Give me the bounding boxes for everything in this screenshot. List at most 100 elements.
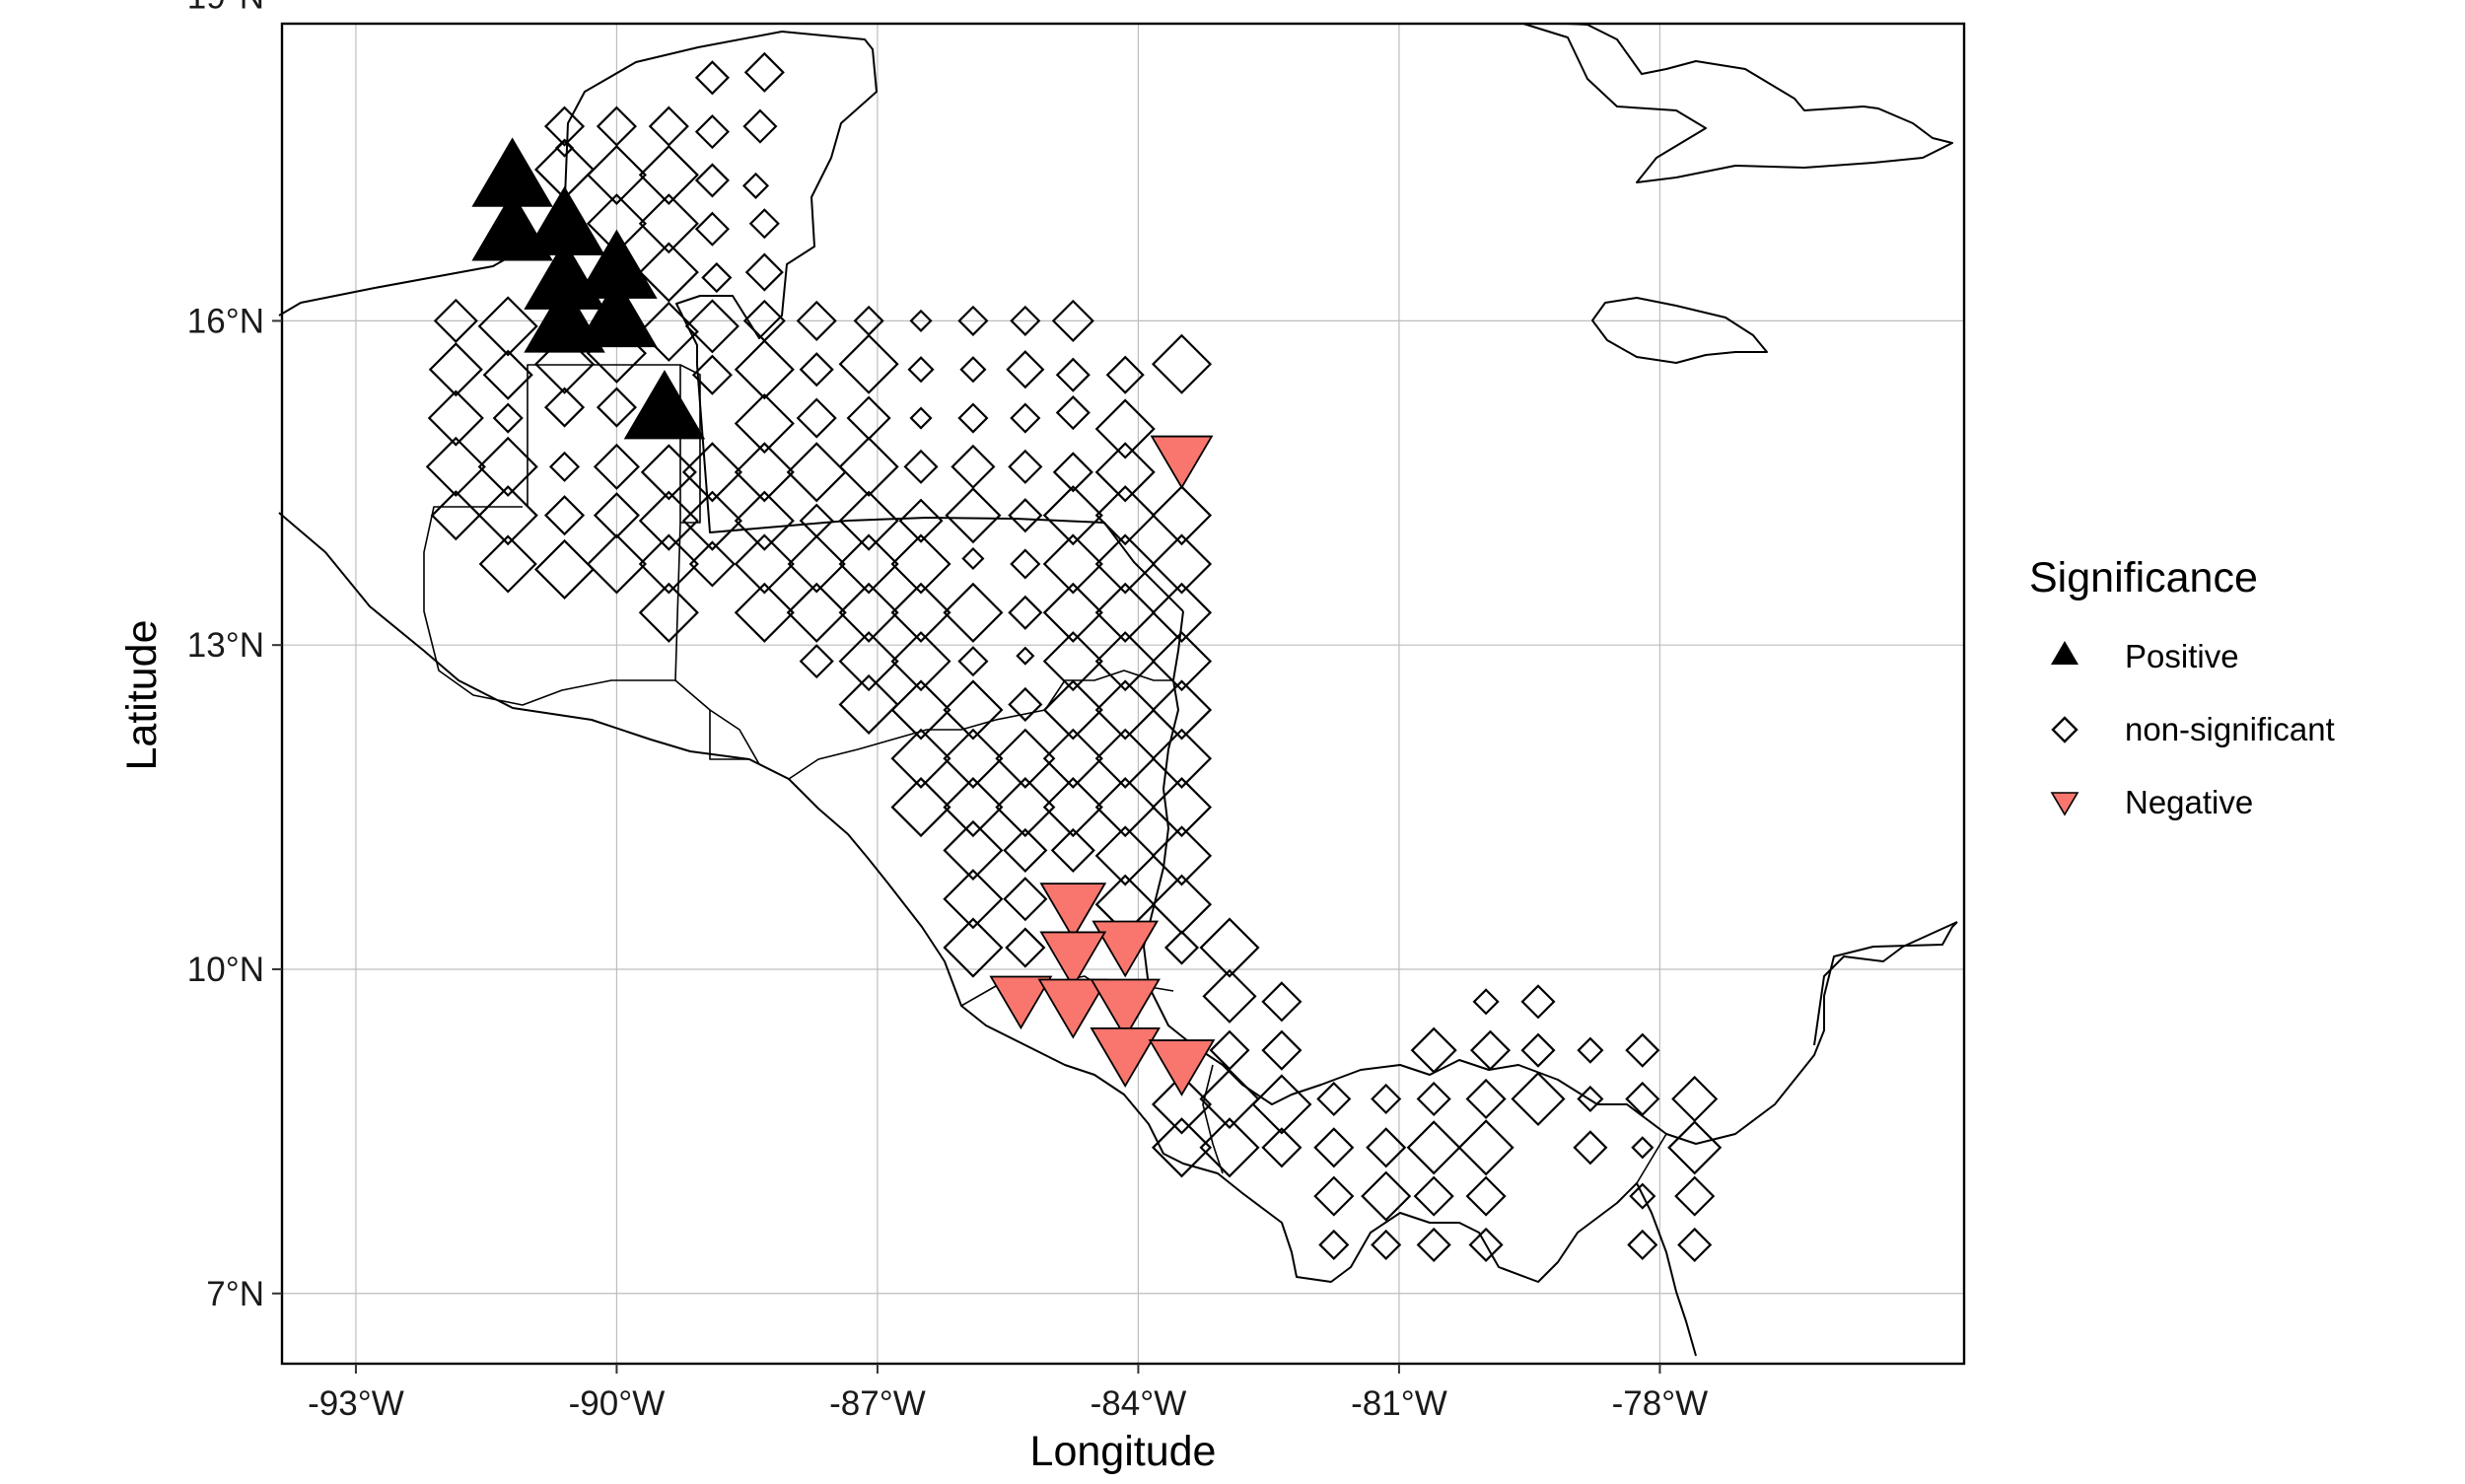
non-significant-point (943, 777, 1004, 838)
non-significant-point (734, 582, 795, 643)
non-significant-point (548, 451, 581, 482)
non-significant-point (890, 631, 951, 692)
non-significant-point (1366, 1127, 1407, 1168)
non-significant-point (1151, 777, 1213, 838)
non-significant-point (1151, 1074, 1213, 1135)
non-significant-point (838, 333, 899, 394)
non-significant-point (786, 582, 847, 643)
non-significant-point (1094, 631, 1156, 692)
non-significant-point (1469, 1029, 1512, 1071)
non-significant-point (1677, 1227, 1713, 1262)
non-significant-point (701, 261, 733, 294)
non-significant-point (533, 333, 596, 394)
non-significant-point (1151, 333, 1213, 394)
legend-label-non-significant: non-significant (2125, 711, 2335, 747)
non-significant-point (1511, 1071, 1566, 1127)
non-significant-point (638, 301, 699, 362)
non-significant-point (1010, 548, 1041, 580)
non-significant-point (1151, 582, 1213, 643)
non-significant-point (638, 533, 699, 595)
non-significant-point (638, 144, 699, 205)
non-significant-point (961, 546, 985, 571)
non-significant-point (903, 449, 939, 484)
non-significant-point (1151, 533, 1213, 595)
negative-point (1039, 931, 1107, 989)
non-significant-point (943, 679, 1004, 741)
non-significant-point (1261, 1029, 1303, 1071)
non-significant-point (1318, 1229, 1350, 1260)
x-tick-label: -87°W (829, 1384, 926, 1423)
x-tick-label: -93°W (308, 1384, 404, 1423)
x-tick-label: -90°W (569, 1384, 666, 1423)
non-significant-point (1094, 582, 1156, 643)
non-significant-point (694, 163, 730, 198)
non-significant-point (1313, 1127, 1355, 1168)
non-significant-point (909, 406, 933, 430)
non-significant-point (838, 533, 899, 595)
non-significant-point (734, 533, 795, 595)
non-significant-point (943, 728, 1004, 789)
non-significant-point (943, 917, 1004, 978)
non-significant-point (1457, 1119, 1514, 1176)
non-significant-point (1094, 398, 1156, 459)
non-significant-point (1199, 1117, 1260, 1178)
non-significant-point (1316, 1081, 1352, 1117)
coastline-pacific-north (278, 512, 888, 883)
non-significant-point (596, 387, 637, 428)
non-significant-point (1416, 1227, 1451, 1262)
negative-point (1037, 978, 1109, 1039)
non-significant-point (681, 490, 742, 551)
non-significant-point (741, 172, 770, 199)
y-tick-label: 16°N (187, 302, 264, 340)
coastline-pacific-central (886, 882, 1697, 1357)
non-significant-point (1199, 1068, 1260, 1130)
y-tick-label: 13°N (187, 626, 264, 665)
non-significant-point (1625, 1081, 1660, 1117)
non-significant-point (1042, 777, 1103, 838)
non-significant-point (907, 356, 935, 384)
x-axis-ticks: -93°W -90°W -87°W -84°W -81°W -78°W (308, 1364, 1708, 1423)
non-significant-point (1416, 1081, 1451, 1117)
non-significant-point (1094, 442, 1156, 503)
non-significant-point (1094, 679, 1156, 741)
legend-key-non-significant-diamond (2051, 716, 2078, 743)
non-significant-point (838, 582, 899, 643)
positive-point (623, 370, 706, 440)
non-significant-point (1631, 1136, 1655, 1160)
non-significant-point (1199, 917, 1260, 978)
non-significant-point (1520, 1032, 1556, 1068)
non-significant-point (433, 298, 478, 343)
negative-point (1090, 1026, 1161, 1088)
non-significant-point (1625, 1032, 1660, 1068)
non-significant-point (1667, 1120, 1723, 1175)
positive-point (576, 277, 658, 348)
non-significant-point (1094, 533, 1156, 595)
non-significant-point (1006, 350, 1045, 389)
positive-points (471, 137, 706, 440)
non-significant-point (748, 208, 780, 240)
non-significant-point (1050, 827, 1095, 873)
non-significant-point (1003, 827, 1048, 873)
plot-panel-border (280, 22, 1966, 1366)
non-significant-point (1472, 988, 1500, 1016)
non-significant-point (543, 495, 586, 536)
legend-title: Significance (2029, 554, 2258, 601)
negative-point (1092, 920, 1160, 978)
non-significant-point (1052, 452, 1093, 493)
non-significant-point (1151, 728, 1213, 789)
non-significant-point (593, 492, 640, 539)
non-significant-point (1151, 679, 1213, 741)
non-significant-point (1105, 355, 1145, 394)
non-significant-point (890, 679, 951, 741)
non-significant-point (1042, 679, 1103, 741)
negative-point (1039, 883, 1107, 940)
non-significant-point (943, 869, 1004, 930)
non-significant-point (1010, 402, 1041, 434)
non-significant-point (1413, 1175, 1454, 1217)
non-significant-point (648, 106, 689, 147)
non-significant-point (477, 296, 538, 357)
non-significant-point (430, 490, 481, 541)
non-significant-point (428, 342, 483, 397)
negative-point (1150, 435, 1214, 490)
non-significant-point (1094, 728, 1156, 789)
